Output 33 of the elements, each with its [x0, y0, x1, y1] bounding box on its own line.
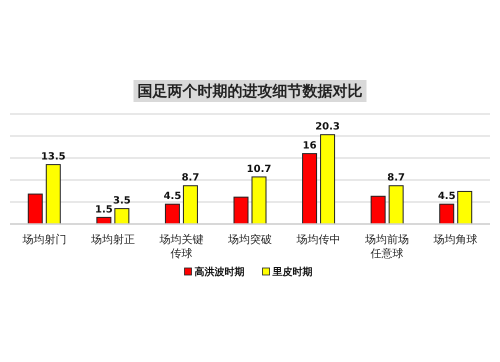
bar — [302, 153, 318, 224]
x-tick-label: 场均角球 — [432, 233, 478, 246]
x-tick-label: 场均前场任意球 — [364, 233, 410, 260]
chart-title: 国足两个时期的进攻细节数据对比 — [138, 82, 362, 100]
bar — [28, 194, 43, 224]
x-tick-label: 场均射门 — [21, 233, 66, 246]
data-label: 1.5 — [95, 204, 113, 216]
x-tick-label: 场均突破 — [227, 233, 272, 246]
bar — [234, 196, 248, 224]
x-tick-label: 场均传中 — [296, 233, 341, 246]
bar — [388, 185, 404, 224]
bar — [46, 164, 61, 224]
data-label: 4.5 — [164, 191, 182, 202]
bar — [457, 190, 472, 224]
data-label: 3.5 — [113, 196, 131, 207]
bar — [182, 185, 198, 224]
data-label: 8.7 — [387, 172, 406, 184]
legend-label: 里皮时期 — [272, 266, 312, 278]
data-label: 10.7 — [246, 164, 272, 175]
data-label: 13.5 — [40, 152, 66, 163]
data-label: 16 — [302, 140, 317, 152]
bar — [370, 196, 386, 224]
x-tick-label: 场均射正 — [90, 233, 135, 246]
data-label: 8.7 — [182, 172, 200, 184]
data-label: 20.3 — [315, 122, 340, 133]
bar — [439, 204, 454, 224]
bar — [252, 176, 266, 224]
data-label: 4.5 — [438, 191, 456, 202]
bar — [114, 208, 130, 224]
bar — [320, 134, 336, 224]
bar — [164, 204, 180, 224]
x-tick-label: 场均关键传球 — [158, 233, 204, 260]
legend-label: 高洪波时期 — [194, 266, 244, 278]
